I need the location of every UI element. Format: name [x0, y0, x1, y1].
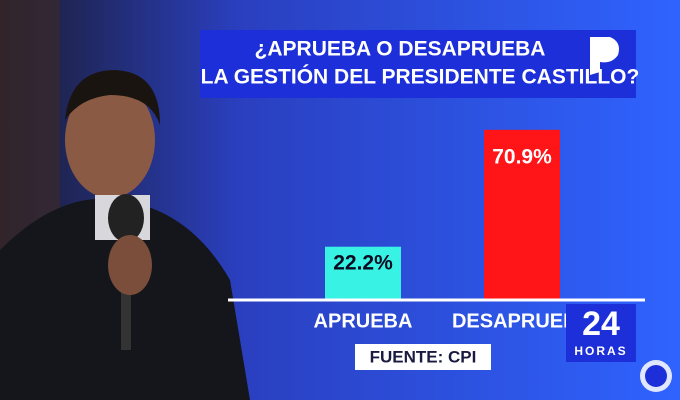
source-box [355, 344, 491, 370]
value-label: 22.2% [333, 252, 393, 275]
source: FUENTE: CPI [370, 347, 477, 366]
plot: 22.2% APRUEBA 70.9% DESAPRUEBA [228, 129, 645, 332]
bar [325, 246, 401, 300]
channel-number: 24 [582, 305, 620, 343]
title-box [200, 30, 636, 98]
watermark-inner [645, 365, 667, 387]
channel-logo-box [566, 304, 636, 362]
panamericana-logo [590, 37, 619, 75]
value-label: 70.9% [492, 145, 552, 168]
bar [484, 129, 560, 300]
x-tick-label: APRUEBA [314, 310, 413, 332]
x-tick-label: DESAPRUEBA [452, 310, 592, 332]
chart-title: ¿APRUEBA O DESAPRUEBA [255, 38, 546, 61]
speaker-photo [0, 0, 250, 400]
chart-title: LA GESTIÓN DEL PRESIDENTE CASTILLO? [201, 65, 640, 89]
channel-text: HORAS [574, 344, 627, 358]
